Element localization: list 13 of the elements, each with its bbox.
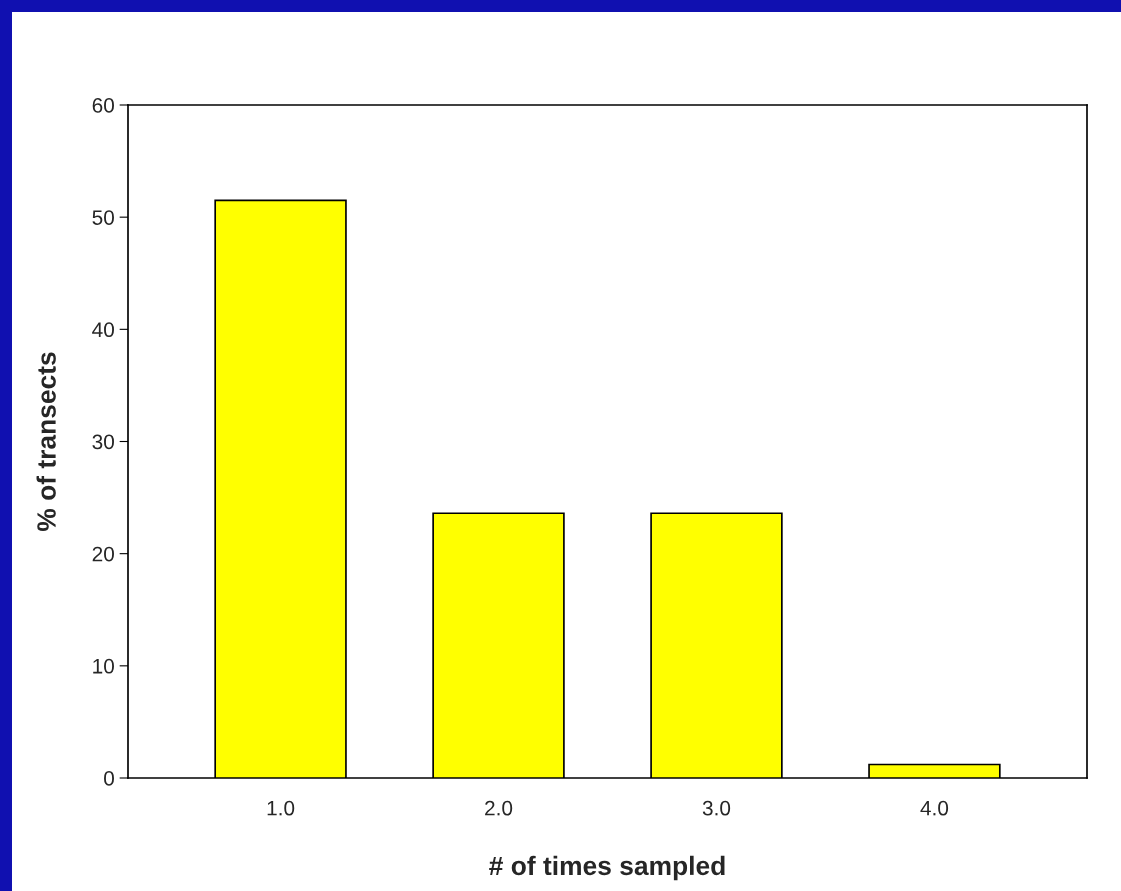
x-tick-label: 1.0 — [267, 800, 295, 816]
y-tick-label: 50 — [92, 210, 114, 225]
y-tick-label: 60 — [92, 98, 114, 113]
y-tick-label: 0 — [104, 771, 114, 786]
x-tick-label: 4.0 — [920, 800, 949, 816]
y-tick-label: 20 — [92, 546, 114, 562]
x-tick-label: 3.0 — [702, 800, 731, 816]
y-tick-label: 40 — [92, 322, 114, 338]
x-axis-title: # of times sampled — [489, 855, 725, 881]
y-axis-title: % of transects — [36, 352, 56, 532]
y-tick-label: 10 — [93, 658, 114, 674]
x-tick-label: 2.0 — [485, 800, 513, 816]
y-tick-label: 30 — [92, 434, 114, 450]
